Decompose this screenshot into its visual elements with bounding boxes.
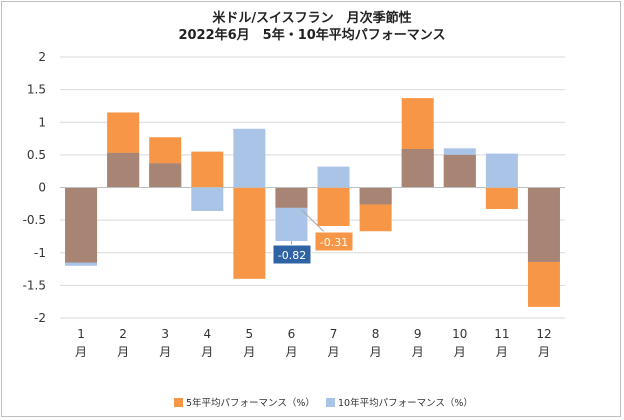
y-tick-label: -2 — [34, 311, 46, 325]
chart-title: 米ドル/スイスフラン 月次季節性 — [212, 11, 412, 26]
bar-overlap — [527, 187, 560, 262]
y-tick-label: 0 — [38, 181, 46, 195]
callout-label: -0.31 — [320, 236, 348, 249]
y-tick-label: -1 — [34, 246, 46, 260]
bar-10yr — [191, 187, 224, 211]
x-tick-unit: 月 — [75, 345, 87, 359]
y-tick-label: -1.5 — [23, 278, 46, 292]
bar-overlap — [65, 187, 98, 263]
bar-overlap — [275, 187, 308, 208]
chart-subtitle: 2022年6月 5年・10年平均パフォーマンス — [178, 28, 446, 43]
bar-overlap — [359, 187, 392, 205]
bar-5yr — [233, 187, 266, 279]
y-tick-label: 1.5 — [27, 83, 46, 97]
bar-10yr — [485, 153, 518, 188]
x-tick-unit: 月 — [243, 345, 255, 359]
x-tick-unit: 月 — [538, 345, 550, 359]
y-tick-label: 2 — [38, 50, 46, 64]
bar-overlap — [107, 152, 140, 188]
x-tick-unit: 月 — [496, 345, 508, 359]
y-tick-label: 1 — [38, 115, 46, 129]
bar-overlap — [149, 163, 182, 188]
x-tick-unit: 月 — [328, 345, 340, 359]
x-tick-label: 10 — [452, 327, 467, 341]
legend-swatch — [174, 398, 183, 407]
chart-title-block: 米ドル/スイスフラン 月次季節性 2022年6月 5年・10年平均パフォーマンス — [0, 10, 624, 44]
bar-overlap — [443, 154, 476, 188]
x-tick-unit: 月 — [412, 345, 424, 359]
x-tick-label: 5 — [246, 327, 254, 341]
x-tick-label: 3 — [161, 327, 169, 341]
y-tick-label: 0.5 — [27, 148, 46, 162]
x-tick-label: 11 — [494, 327, 509, 341]
legend-label: 10年平均パフォーマンス（%） — [338, 397, 473, 409]
x-tick-label: 9 — [414, 327, 422, 341]
x-tick-unit: 月 — [370, 345, 382, 359]
x-tick-label: 6 — [288, 327, 296, 341]
x-tick-label: 8 — [372, 327, 380, 341]
bar-5yr — [191, 151, 224, 188]
x-tick-unit: 月 — [454, 345, 466, 359]
legend-label: 5年平均パフォーマンス（%） — [186, 397, 315, 409]
callout-label: -0.82 — [278, 249, 306, 262]
x-tick-unit: 月 — [159, 345, 171, 359]
bar-10yr — [317, 166, 350, 188]
x-tick-unit: 月 — [201, 345, 213, 359]
bar-5yr — [317, 187, 350, 226]
legend-swatch — [326, 398, 335, 407]
x-tick-label: 7 — [330, 327, 338, 341]
bar-5yr — [485, 187, 518, 210]
callout-box — [272, 244, 312, 265]
x-tick-label: 2 — [119, 327, 127, 341]
bar-overlap — [401, 149, 434, 188]
y-tick-label: -0.5 — [23, 213, 46, 227]
x-tick-label: 12 — [536, 327, 551, 341]
x-tick-unit: 月 — [117, 345, 129, 359]
bar-10yr — [233, 128, 266, 188]
x-tick-label: 1 — [77, 327, 85, 341]
x-tick-label: 4 — [203, 327, 211, 341]
callout-box — [314, 231, 354, 252]
x-tick-unit: 月 — [285, 345, 297, 359]
